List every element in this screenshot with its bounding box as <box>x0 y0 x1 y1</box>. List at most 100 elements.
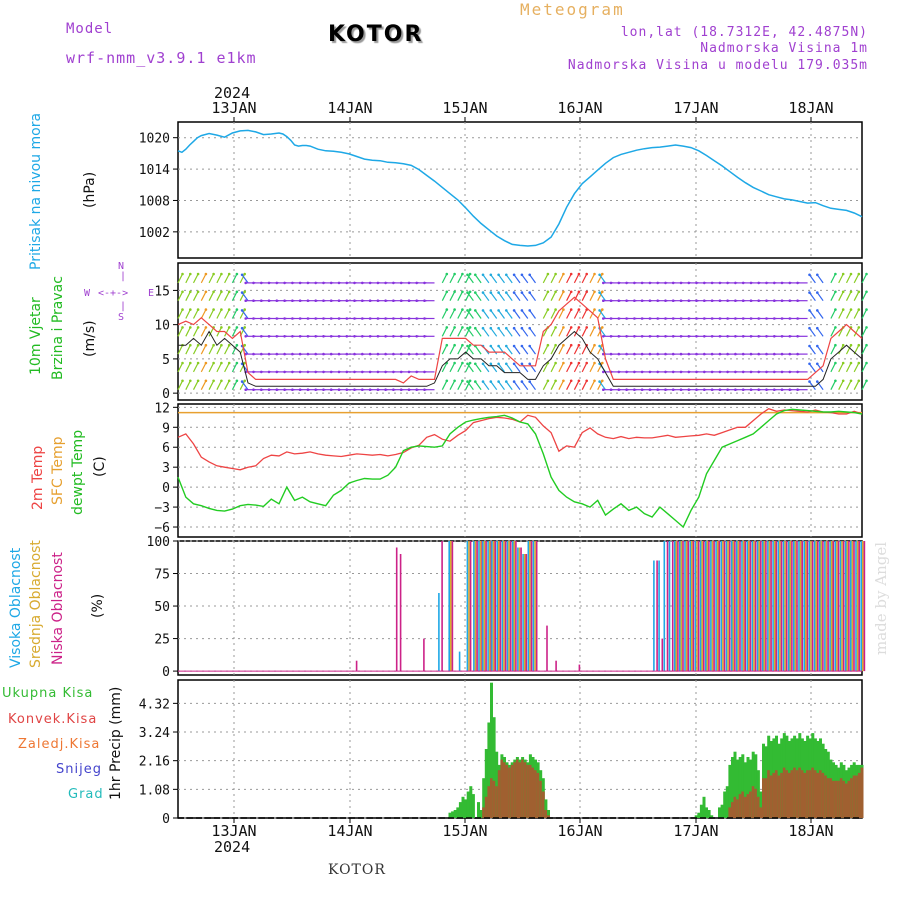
wind-arrow-head <box>196 326 200 329</box>
wind-arrow-head <box>240 291 244 294</box>
cloud-bar <box>822 541 824 672</box>
wind-arrow <box>482 381 490 391</box>
wind-arrow-head <box>291 281 294 285</box>
wind-arrow-head <box>212 290 215 294</box>
cloud-bar <box>754 541 757 672</box>
wind-arrow-head <box>656 281 659 285</box>
cloud-unit: (%) <box>90 593 106 618</box>
wind-arrow-head <box>857 361 861 365</box>
wind-arrow-head <box>834 379 837 383</box>
wind-arrow-head <box>392 299 395 303</box>
precip-conv-bar <box>832 780 835 818</box>
precip-conv-bar <box>500 759 504 818</box>
wind-arrow-head <box>865 379 868 383</box>
wind-arrow-head <box>407 281 411 285</box>
wind-arrow <box>177 362 184 373</box>
precip-conv-bar <box>521 759 525 818</box>
precip-conv-bar <box>852 775 856 818</box>
wind-arrow <box>498 363 505 373</box>
precip-total-bar <box>544 799 548 818</box>
cloud-ytick-label-2: 50 <box>154 600 170 615</box>
temp-label-dewpt: dewpt Temp <box>70 429 86 515</box>
wind-arrow-head <box>671 317 675 320</box>
cloud-bar <box>668 541 671 672</box>
wind-arrow <box>542 380 549 390</box>
wind-arrow-head <box>361 370 364 374</box>
precip-ytick-label-4: 0 <box>162 812 170 827</box>
wind-arrow-head <box>260 352 263 356</box>
wind-arrow <box>474 381 482 391</box>
cloud-bar <box>671 541 674 672</box>
wind-arrow <box>192 362 199 373</box>
wind-arrow-head <box>609 281 613 285</box>
wind-arrow-head <box>808 344 811 348</box>
wind-arrow-head <box>361 317 364 320</box>
precip-conv-bar <box>495 786 499 818</box>
wind-arrow-head <box>671 352 675 356</box>
wind-arrow <box>474 363 482 373</box>
wind-arrow <box>845 380 852 390</box>
precip-total-bar <box>741 754 745 818</box>
precip-conv-bar <box>829 778 833 818</box>
wind-arrow-head <box>196 308 200 311</box>
wind-arrow-head <box>585 379 588 383</box>
wind-arrow <box>208 309 215 319</box>
wind-arrow-head <box>808 291 811 294</box>
wind-arrow-head <box>384 352 387 356</box>
bottom-year: 2024 <box>214 838 251 856</box>
wind-arrow-head <box>181 326 184 329</box>
cloud-bar <box>578 664 581 672</box>
wind-arrow-head <box>648 352 652 356</box>
wind-arrow-head <box>656 317 659 320</box>
cloud-bar <box>796 541 798 672</box>
wind-arrow-head <box>489 362 493 366</box>
wind-arrow-head <box>849 343 853 347</box>
precip-total-bar <box>705 807 708 818</box>
wind-arrow-head <box>345 281 349 285</box>
wind-arrow <box>838 291 844 301</box>
wind-arrow-head <box>808 273 811 277</box>
wind-arrow-head <box>243 343 246 347</box>
cloud-bar <box>761 541 764 672</box>
precip-conv-bar <box>534 770 537 818</box>
cloud-label-low: Niska Oblacnost <box>50 552 66 665</box>
cloud-bar <box>760 541 762 672</box>
wind-arrow-head <box>361 352 364 356</box>
cloud-bar <box>699 541 702 672</box>
wind-arrow-head <box>243 272 246 276</box>
wind-arrow-head <box>474 326 477 330</box>
wind-arrow-head <box>291 317 294 320</box>
wind-arrow-head <box>489 309 493 312</box>
wind-arrow-head <box>329 388 333 392</box>
wind-arrow <box>216 380 222 390</box>
meteogram-title: Meteogram <box>520 0 625 19</box>
precip-ytick-label-3: 1.08 <box>139 783 170 798</box>
pressure-ytick-label-2: 1008 <box>139 194 170 209</box>
wind-arrow-head <box>679 299 683 303</box>
temp-ytick-label-5: −3 <box>154 501 170 516</box>
precip-conv-bar <box>728 807 732 818</box>
wind-arrow-head <box>189 290 192 294</box>
wind-arrow-head <box>734 317 737 320</box>
wind-arrow <box>185 327 191 337</box>
precip-total-bar <box>466 791 470 818</box>
cloud-bar <box>663 541 666 672</box>
wind-arrow-head <box>353 335 356 338</box>
wind-arrow-head <box>227 272 231 276</box>
cloud-ytick-label-4: 0 <box>162 665 170 680</box>
precip-legend-graupel: Grad <box>68 787 104 802</box>
wind-arrow <box>566 309 572 319</box>
wind-arrow-head <box>189 343 192 347</box>
wind-arrow <box>490 310 498 319</box>
wind-arrow <box>449 291 456 301</box>
wind-arrow-head <box>593 290 596 294</box>
wind-arrow-head <box>306 317 310 320</box>
wind-arrow-head <box>244 335 247 338</box>
cloud-bar <box>485 541 487 672</box>
wind-arrow-head <box>353 352 356 356</box>
wind-arrow-head <box>849 308 853 311</box>
wind-arrow <box>200 309 207 319</box>
pressure-unit: (hPa) <box>82 171 98 208</box>
wind-arrow <box>449 273 456 284</box>
wind-arrow-head <box>461 326 464 329</box>
